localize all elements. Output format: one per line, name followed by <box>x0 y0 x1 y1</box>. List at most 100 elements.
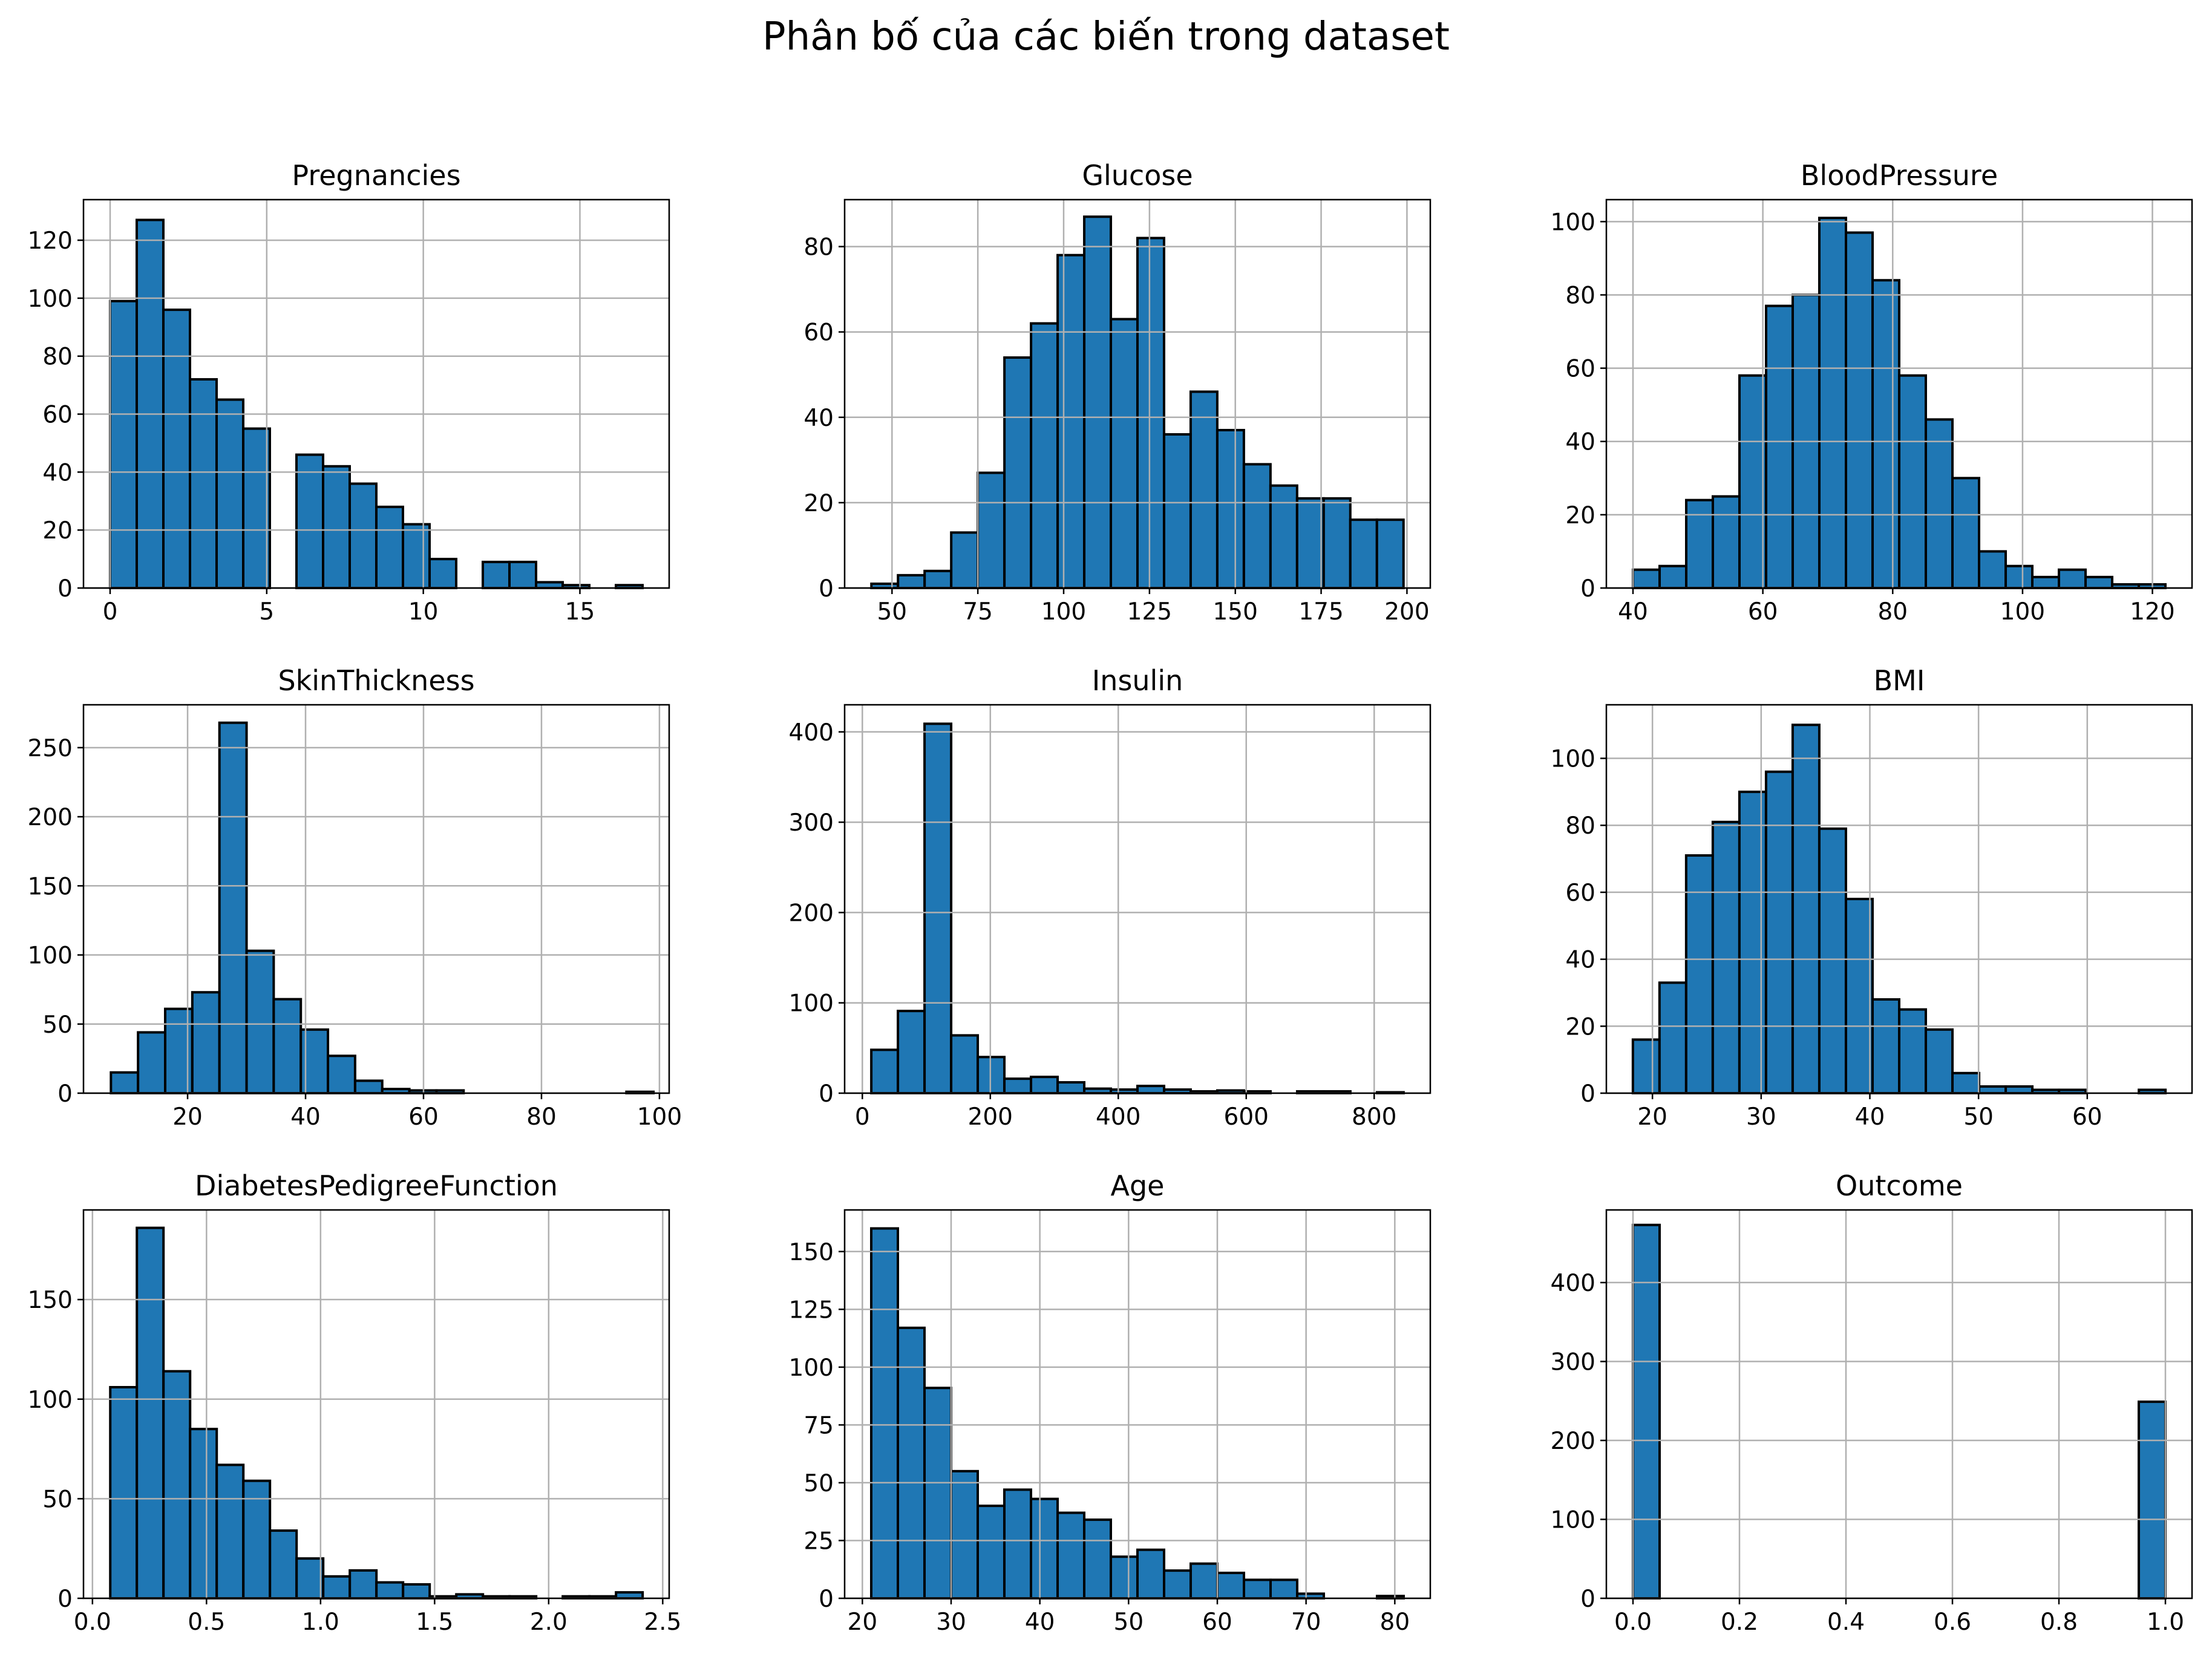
y-tick-label-bmi-4: 80 <box>1565 812 1595 840</box>
x-tick-label-age-5: 70 <box>1291 1609 1321 1636</box>
axes-frame-skinthickness <box>82 704 670 1094</box>
y-tick-label-bloodpressure-3: 60 <box>1565 356 1595 383</box>
bar-bloodpressure-1 <box>1658 564 1687 590</box>
y-tick-label-bmi-0: 0 <box>1580 1080 1595 1108</box>
bar-glucose-12 <box>1189 390 1219 589</box>
x-tick-label-insulin-3: 600 <box>1224 1103 1269 1131</box>
y-tick-label-outcome-4: 400 <box>1551 1270 1595 1297</box>
x-tick-label-diabetespedigreefunction-0: 0.0 <box>74 1609 111 1636</box>
y-tick-label-age-0: 0 <box>819 1586 834 1613</box>
bar-bloodpressure-15 <box>2031 575 2060 590</box>
bar-glucose-4 <box>977 471 1006 589</box>
x-tick-label-diabetespedigreefunction-5: 2.5 <box>644 1609 681 1636</box>
y-tick-label-bloodpressure-1: 20 <box>1565 502 1595 529</box>
y-tick-label-outcome-0: 0 <box>1580 1586 1595 1613</box>
y-tick-label-bmi-5: 100 <box>1551 746 1595 773</box>
bar-bloodpressure-5 <box>1765 304 1794 589</box>
y-tick-label-insulin-3: 300 <box>789 809 834 837</box>
bar-bmi-6 <box>1791 724 1821 1094</box>
bar-glucose-15 <box>1269 484 1298 590</box>
bar-bloodpressure-10 <box>1898 374 1927 589</box>
bar-glucose-6 <box>1030 322 1059 589</box>
bar-pregnancies-5 <box>242 427 271 590</box>
bar-pregnancies-3 <box>189 378 218 590</box>
panel-title-diabetespedigreefunction: DiabetesPedigreeFunction <box>195 1169 558 1202</box>
bar-bloodpressure-14 <box>2004 564 2034 590</box>
x-tick-label-glucose-3: 125 <box>1127 598 1172 626</box>
y-tick-label-pregnancies-0: 0 <box>57 575 73 603</box>
x-tick-label-bloodpressure-0: 40 <box>1618 598 1648 626</box>
bar-glucose-7 <box>1056 253 1086 589</box>
bar-pregnancies-16 <box>535 581 564 589</box>
x-tick-label-glucose-6: 200 <box>1384 598 1429 626</box>
y-tick-label-diabetespedigreefunction-0: 0 <box>57 1586 73 1613</box>
bar-age-9 <box>1110 1555 1139 1600</box>
bar-glucose-14 <box>1242 463 1272 590</box>
y-tick-label-pregnancies-3: 60 <box>42 402 73 429</box>
x-tick-label-age-3: 50 <box>1114 1609 1144 1636</box>
y-tick-label-skinthickness-0: 0 <box>57 1080 73 1108</box>
bar-glucose-5 <box>1003 356 1033 589</box>
y-tick-label-insulin-1: 100 <box>789 990 834 1018</box>
bar-insulin-1 <box>897 1010 926 1094</box>
y-tick-label-glucose-0: 0 <box>819 575 834 603</box>
bar-insulin-6 <box>1030 1076 1059 1095</box>
bar-bmi-10 <box>1898 1008 1928 1095</box>
panel-title-skinthickness: SkinThickness <box>278 664 474 697</box>
bar-diabetespedigreefunction-8 <box>322 1575 352 1600</box>
bar-diabetespedigreefunction-10 <box>375 1581 405 1600</box>
x-tick-label-pregnancies-3: 15 <box>565 598 595 626</box>
histogram-pregnancies: Pregnancies 0 5 10 15 0 20 40 60 80 100 120 <box>28 159 670 626</box>
bar-pregnancies-10 <box>375 505 404 590</box>
x-tick-label-glucose-2: 100 <box>1041 598 1086 626</box>
bar-bloodpressure-4 <box>1738 374 1767 589</box>
bar-bloodpressure-2 <box>1685 498 1714 589</box>
y-tick-label-age-5: 125 <box>789 1296 834 1324</box>
bar-glucose-10 <box>1136 237 1165 589</box>
x-tick-label-diabetespedigreefunction-1: 0.5 <box>188 1609 225 1636</box>
y-tick-label-skinthickness-2: 100 <box>28 943 73 970</box>
bar-bloodpressure-12 <box>1951 477 1980 589</box>
x-tick-label-outcome-4: 0.8 <box>2040 1609 2078 1636</box>
x-tick-label-diabetespedigreefunction-2: 1.0 <box>302 1609 339 1636</box>
bar-bmi-1 <box>1658 981 1687 1094</box>
bar-bmi-11 <box>1925 1028 1954 1095</box>
y-tick-label-outcome-2: 200 <box>1551 1428 1595 1455</box>
figure-title: Phân bố của các biến trong dataset <box>762 15 1450 59</box>
bar-glucose-1 <box>897 574 926 589</box>
bar-glucose-11 <box>1162 433 1192 589</box>
bar-bloodpressure-3 <box>1712 495 1741 589</box>
x-tick-label-diabetespedigreefunction-3: 1.5 <box>416 1609 453 1636</box>
bar-age-4 <box>977 1505 1006 1600</box>
x-tick-label-insulin-4: 800 <box>1352 1103 1396 1131</box>
axes-frame-bloodpressure <box>1605 198 2193 589</box>
bar-insulin-10 <box>1136 1085 1165 1094</box>
bar-bmi-8 <box>1844 898 1874 1094</box>
bar-pregnancies-2 <box>162 309 191 589</box>
bar-age-1 <box>897 1326 926 1600</box>
bar-bmi-0 <box>1631 1038 1661 1094</box>
x-tick-label-skinthickness-3: 80 <box>526 1103 557 1131</box>
bar-insulin-3 <box>950 1034 980 1095</box>
x-tick-label-diabetespedigreefunction-4: 2.0 <box>530 1609 568 1636</box>
y-tick-label-diabetespedigreefunction-1: 50 <box>42 1486 73 1513</box>
x-tick-label-pregnancies-2: 10 <box>408 598 439 626</box>
bar-outcome-19 <box>2138 1400 2167 1600</box>
panel-title-pregnancies: Pregnancies <box>292 159 460 192</box>
bar-skinthickness-9 <box>353 1079 384 1095</box>
histogram-bloodpressure: BloodPressure 40 60 80 100 120 0 20 40 60 80 100 <box>1551 159 2193 626</box>
x-tick-label-bmi-0: 20 <box>1637 1103 1667 1131</box>
bar-diabetespedigreefunction-0 <box>109 1386 139 1600</box>
x-tick-label-age-0: 20 <box>848 1609 878 1636</box>
y-tick-label-pregnancies-6: 120 <box>28 227 73 255</box>
axes-frame-age <box>843 1209 1432 1600</box>
y-tick-label-pregnancies-5: 100 <box>28 286 73 313</box>
y-tick-label-pregnancies-1: 20 <box>42 517 73 544</box>
x-tick-label-pregnancies-0: 0 <box>103 598 118 626</box>
panel-title-insulin: Insulin <box>1092 664 1183 697</box>
bar-glucose-18 <box>1349 518 1378 589</box>
bar-bloodpressure-8 <box>1845 231 1874 589</box>
bar-bmi-7 <box>1818 827 1847 1095</box>
